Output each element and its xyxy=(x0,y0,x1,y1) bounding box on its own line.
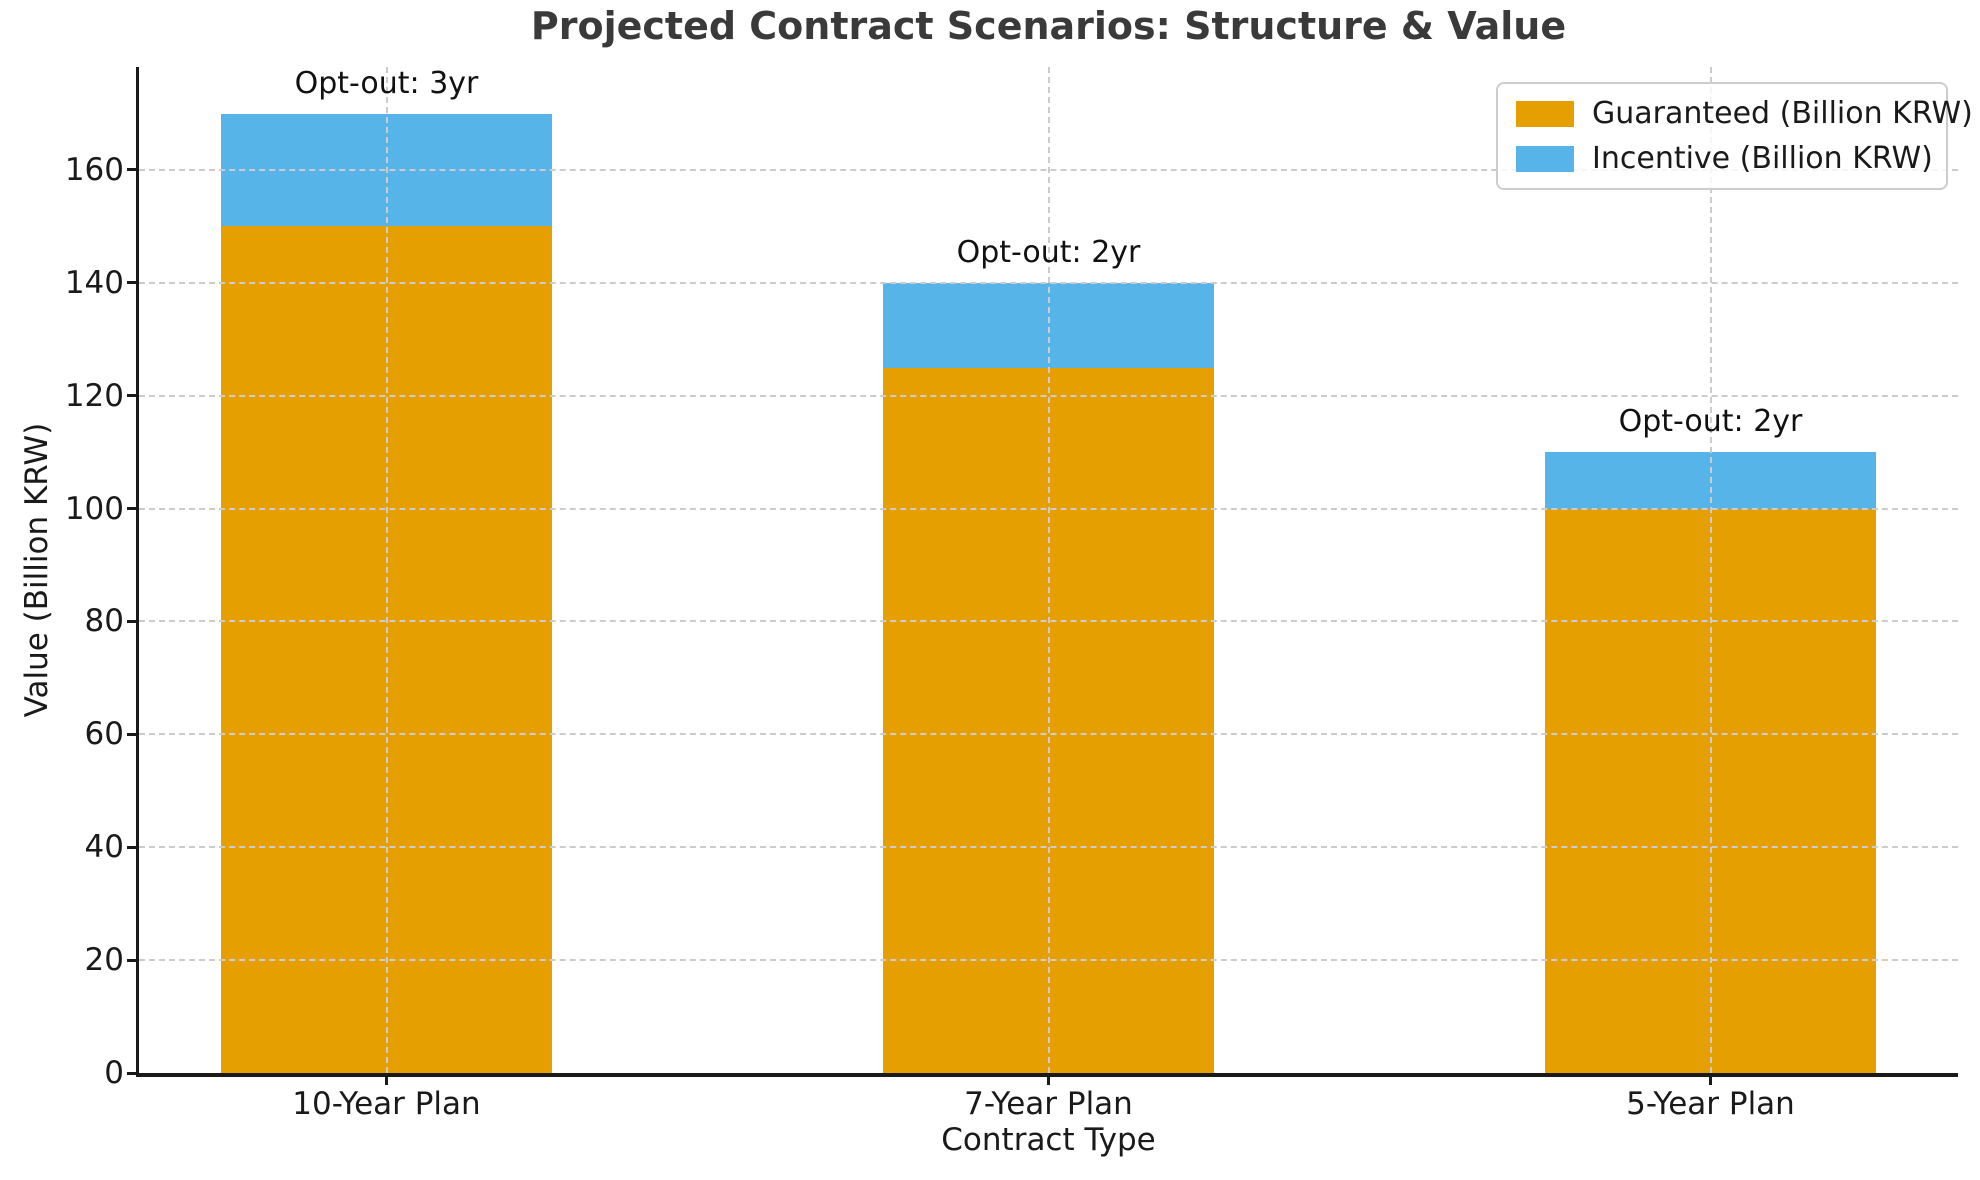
y-tick-label: 80 xyxy=(84,603,124,640)
x-tick-mark xyxy=(1047,1075,1050,1085)
gridline-horizontal xyxy=(139,281,1958,284)
y-tick-mark xyxy=(127,732,139,736)
gridline-vertical xyxy=(1709,67,1712,1073)
gridline-horizontal xyxy=(139,846,1958,849)
y-tick-mark xyxy=(127,281,139,285)
y-tick-label: 140 xyxy=(64,264,124,301)
gridline-vertical xyxy=(1047,67,1050,1073)
legend-swatch-guaranteed xyxy=(1516,100,1574,127)
x-tick-label: 5-Year Plan xyxy=(1626,1086,1795,1122)
x-axis-spine xyxy=(136,1073,1958,1077)
gridline-horizontal xyxy=(139,733,1958,736)
legend-label-incentive: Incentive (Billion KRW) xyxy=(1592,141,1933,176)
y-tick-label: 120 xyxy=(64,377,124,414)
y-tick-label: 60 xyxy=(84,716,124,753)
gridline-vertical xyxy=(385,67,388,1073)
gridline-horizontal xyxy=(139,394,1958,397)
x-tick-mark xyxy=(1709,1075,1712,1085)
y-axis-label: Value (Billion KRW) xyxy=(19,422,55,718)
y-tick-mark xyxy=(127,619,139,623)
y-tick-mark xyxy=(127,958,139,962)
bar-annotation: Opt-out: 2yr xyxy=(1618,404,1803,440)
y-tick-mark xyxy=(127,1071,139,1075)
y-tick-label: 160 xyxy=(64,151,124,188)
bar-annotation: Opt-out: 3yr xyxy=(294,65,479,101)
legend: Guaranteed (Billion KRW) Incentive (Bill… xyxy=(1496,82,1973,190)
gridline-horizontal xyxy=(139,959,1958,962)
x-tick-label: 10-Year Plan xyxy=(292,1086,481,1122)
x-tick-label: 7-Year Plan xyxy=(964,1086,1133,1122)
y-tick-mark xyxy=(127,168,139,172)
y-tick-mark xyxy=(127,394,139,398)
legend-label-guaranteed: Guaranteed (Billion KRW) xyxy=(1592,96,1973,131)
x-tick-mark xyxy=(385,1075,388,1085)
y-tick-label: 0 xyxy=(104,1055,124,1091)
legend-item-guaranteed: Guaranteed (Billion KRW) xyxy=(1516,96,1973,131)
bar-annotation: Opt-out: 2yr xyxy=(956,234,1141,270)
gridline-horizontal xyxy=(139,507,1958,510)
gridline-horizontal xyxy=(139,620,1958,623)
y-tick-label: 100 xyxy=(64,490,124,527)
legend-item-incentive: Incentive (Billion KRW) xyxy=(1516,141,1933,176)
y-tick-mark xyxy=(127,845,139,849)
y-tick-mark xyxy=(127,507,139,511)
chart-title: Projected Contract Scenarios: Structure … xyxy=(530,4,1567,48)
x-axis-label: Contract Type xyxy=(941,1122,1156,1158)
y-tick-label: 20 xyxy=(84,942,124,979)
legend-swatch-incentive xyxy=(1516,145,1574,172)
y-axis-spine xyxy=(136,67,139,1076)
gridline-horizontal xyxy=(139,168,1958,171)
y-tick-label: 40 xyxy=(84,829,124,866)
